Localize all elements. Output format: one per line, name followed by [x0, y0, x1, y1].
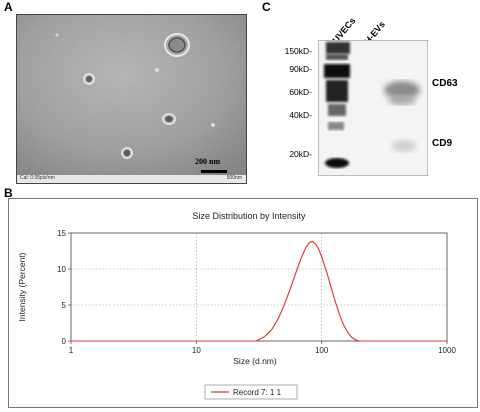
blot-membrane [318, 40, 428, 176]
marker-40kd: 40kD- [289, 110, 312, 120]
x-tick-label: 1 [69, 346, 74, 355]
x-tick-label: 1000 [438, 346, 456, 355]
scale-bar-label: 200 nm [195, 157, 221, 166]
chart-grid [71, 233, 447, 341]
y-tick-label: 0 [62, 337, 67, 346]
y-tick-label: 15 [57, 229, 66, 238]
size-distribution-chart: Size Distribution by Intensity 1 10 100 100… [17, 211, 456, 400]
panel-letter-c: C [262, 0, 271, 14]
scale-bar [201, 170, 227, 173]
series-line [71, 240, 447, 342]
marker-20kd: 20kD- [289, 149, 312, 159]
vesicle [121, 147, 133, 159]
plot-area [70, 232, 448, 342]
vesicle [164, 33, 190, 57]
vesicle [83, 73, 95, 85]
panel-letter-b: B [4, 186, 13, 200]
micrograph-image [17, 15, 246, 183]
marker-90kd: 90kD- [289, 64, 312, 74]
x-tick-label: 100 [315, 346, 329, 355]
tem-micrograph: 200 nm Cal: 0.05pix/nm 500nm [16, 14, 247, 184]
legend-label: Record 7: 1 1 [233, 388, 282, 397]
x-axis-label: Size (d.nm) [233, 356, 277, 366]
band-label-cd9: CD9 [432, 138, 453, 149]
micrograph-footer-right: 500nm [226, 175, 242, 181]
y-tick-label: 10 [57, 265, 66, 274]
y-axis-label: Intensity (Percent) [17, 252, 27, 321]
chart-legend: Record 7: 1 1 [204, 384, 298, 400]
y-tick-label: 5 [62, 301, 67, 310]
micrograph-footer-left: Cal: 0.05pix/nm [20, 175, 55, 181]
chart-title: Size Distribution by Intensity [192, 211, 306, 221]
western-blot-panel: HUVECs H-EVs 150kD- 90kD- 60kD- 40kD- 20… [264, 12, 476, 178]
size-distribution-panel: Size Distribution by Intensity 1 10 100 100… [8, 198, 478, 408]
marker-60kd: 60kD- [289, 87, 312, 97]
series-layer [71, 240, 447, 342]
y-axis-ticks: 0 5 10 15 [57, 229, 71, 346]
marker-150kd: 150kD- [284, 46, 312, 56]
vesicle [162, 113, 176, 125]
legend-box [204, 384, 298, 400]
band-label-cd63: CD63 [432, 78, 458, 89]
x-tick-label: 10 [192, 346, 201, 355]
panel-letter-a: A [4, 0, 13, 14]
x-axis-ticks: 1 10 100 1000 [69, 341, 456, 355]
